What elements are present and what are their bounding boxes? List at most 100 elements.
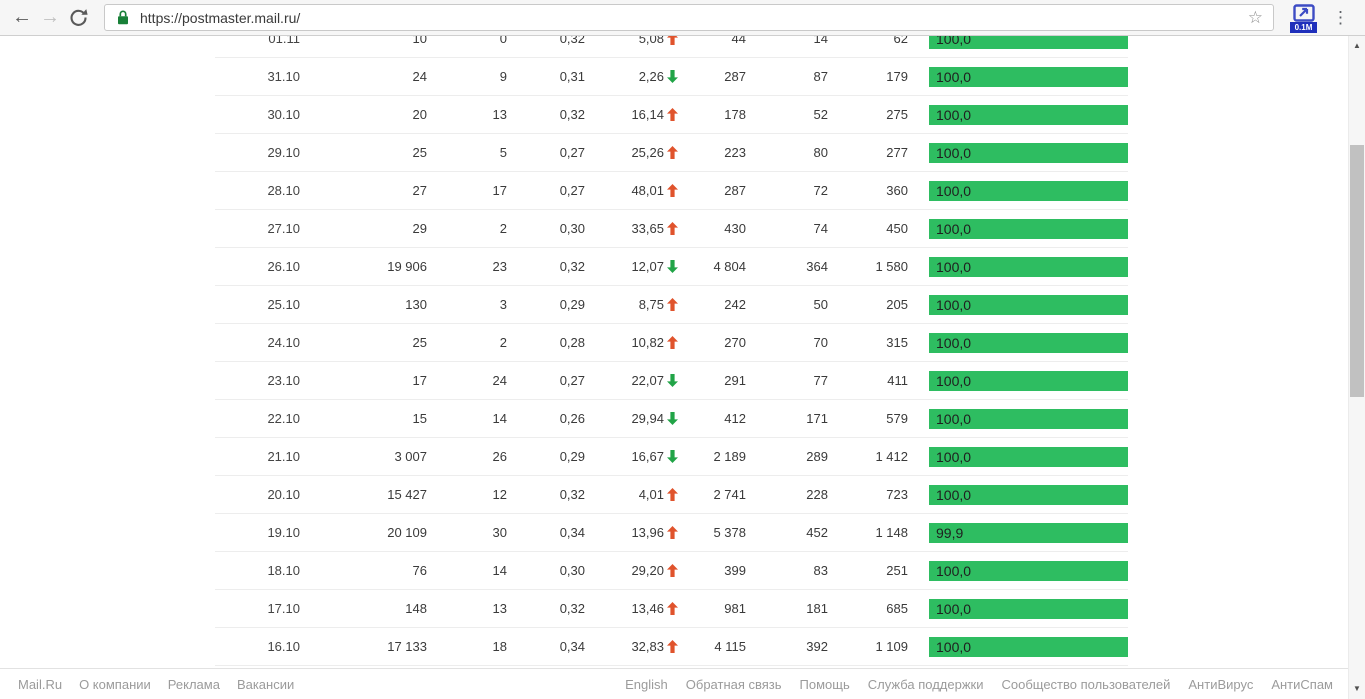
https-lock-icon[interactable] <box>117 10 129 25</box>
back-icon[interactable]: ← <box>12 6 32 28</box>
value-cell: 430 <box>724 221 746 236</box>
reload-icon[interactable] <box>64 4 92 32</box>
delivery-bar: 100,0 <box>929 446 1128 467</box>
trend-up-icon <box>667 336 678 349</box>
value-cell: 3 <box>499 297 507 312</box>
value-cell: 171 <box>806 411 828 426</box>
value-cell: 0,34 <box>559 639 585 654</box>
value-cell: 0,32 <box>559 259 585 274</box>
trend-value: 16,14 <box>631 107 664 122</box>
trend-value: 32,83 <box>631 639 664 654</box>
bookmark-star-icon[interactable]: ☆ <box>1247 7 1263 27</box>
trend-up-icon <box>667 184 678 197</box>
delivery-bar-cell: 100,0 <box>908 104 1128 125</box>
trend-cell: 29,20 <box>585 563 678 578</box>
value-cell: 0,32 <box>559 107 585 122</box>
value-cell: 364 <box>806 259 828 274</box>
value-cell: 17 133 <box>387 639 427 654</box>
value-cell: 1 580 <box>875 259 908 274</box>
value-cell: 23 <box>492 259 507 274</box>
trend-up-icon <box>667 298 678 311</box>
footer-link[interactable]: English <box>625 676 668 692</box>
value-cell: 20 109 <box>387 525 427 540</box>
delivery-bar: 100,0 <box>929 598 1128 619</box>
value-cell: 24 <box>492 373 507 388</box>
value-cell: 87 <box>813 69 828 84</box>
chrome-menu-icon[interactable]: ⋮ <box>1332 7 1349 27</box>
url-text[interactable]: https://postmaster.mail.ru/ <box>140 9 301 26</box>
footer-link[interactable]: Помощь <box>799 676 850 692</box>
footer-link[interactable]: Служба поддержки <box>867 676 984 692</box>
value-cell: 15 427 <box>387 487 427 502</box>
value-cell: 205 <box>886 297 908 312</box>
footer-link[interactable]: АнтиВирус <box>1188 676 1254 692</box>
value-cell: 19 906 <box>387 259 427 274</box>
footer-link[interactable]: Сообщество пользователей <box>1001 676 1171 692</box>
table-row: 18.10 76 14 0,30 29,20 399 83 251 100,0 <box>215 552 1128 590</box>
table-row: 29.10 25 5 0,27 25,26 223 80 277 100,0 <box>215 134 1128 172</box>
trend-cell: 10,82 <box>585 335 678 350</box>
table-row: 31.10 24 9 0,31 2,26 287 87 179 100,0 <box>215 58 1128 96</box>
scroll-down-icon[interactable]: ▼ <box>1353 684 1361 693</box>
trend-cell: 29,94 <box>585 411 678 426</box>
trend-up-icon <box>667 108 678 121</box>
table-row: 17.10 148 13 0,32 13,46 981 181 685 100,0 <box>215 590 1128 628</box>
table-row: 24.10 25 2 0,28 10,82 270 70 315 100,0 <box>215 324 1128 362</box>
trend-cell: 12,07 <box>585 259 678 274</box>
rank-extension-icon[interactable]: 0.1M <box>1290 3 1318 33</box>
value-cell: 26 <box>492 449 507 464</box>
value-cell: 981 <box>724 601 746 616</box>
trend-cell: 2,26 <box>585 69 678 84</box>
value-cell: 24 <box>412 69 427 84</box>
scrollbar-thumb[interactable] <box>1350 145 1364 397</box>
delivery-bar-label: 100,0 <box>936 334 972 351</box>
table-row: 19.10 20 109 30 0,34 13,96 5 378 452 1 148 99,9 <box>215 514 1128 552</box>
value-cell: 62 <box>893 36 908 46</box>
trend-cell: 13,46 <box>585 601 678 616</box>
table-row: 22.10 15 14 0,26 29,94 412 171 579 100,0 <box>215 400 1128 438</box>
table-row: 21.10 3 007 26 0,29 16,67 2 189 289 1 412 100,0 <box>215 438 1128 476</box>
scroll-up-icon[interactable]: ▲ <box>1353 41 1361 50</box>
value-cell: 17 <box>492 183 507 198</box>
value-cell: 289 <box>806 449 828 464</box>
footer-link[interactable]: Обратная связь <box>685 676 782 692</box>
value-cell: 25 <box>412 145 427 160</box>
trend-value: 5,08 <box>638 36 664 46</box>
trend-cell: 4,01 <box>585 487 678 502</box>
footer-link[interactable]: Вакансии <box>236 676 295 692</box>
value-cell: 9 <box>499 69 507 84</box>
delivery-bar-label: 100,0 <box>936 144 972 161</box>
value-cell: 0,32 <box>559 487 585 502</box>
delivery-bar: 100,0 <box>929 256 1128 277</box>
date-cell: 24.10 <box>267 335 300 350</box>
table-row: 26.10 19 906 23 0,32 12,07 4 804 364 1 580 100,0 <box>215 248 1128 286</box>
delivery-bar-cell: 100,0 <box>908 560 1128 581</box>
delivery-bar-label: 100,0 <box>936 448 972 465</box>
delivery-bar: 100,0 <box>929 332 1128 353</box>
value-cell: 723 <box>886 487 908 502</box>
delivery-bar-label: 100,0 <box>936 600 972 617</box>
trend-up-icon <box>667 602 678 615</box>
delivery-bar-cell: 100,0 <box>908 256 1128 277</box>
footer-link[interactable]: Mail.Ru <box>18 676 63 692</box>
delivery-bar: 100,0 <box>929 218 1128 239</box>
value-cell: 14 <box>813 36 828 46</box>
date-cell: 19.10 <box>267 525 300 540</box>
scrollbar[interactable]: ▲ ▼ <box>1348 36 1365 699</box>
footer-links-left: Mail.Ru О компании Реклама Вакансии <box>18 677 311 692</box>
trend-value: 13,46 <box>631 601 664 616</box>
footer-link[interactable]: О компании <box>79 676 151 692</box>
value-cell: 228 <box>806 487 828 502</box>
value-cell: 0,29 <box>559 449 585 464</box>
trend-value: 13,96 <box>631 525 664 540</box>
delivery-bar-label: 100,0 <box>936 220 972 237</box>
delivery-bar: 100,0 <box>929 180 1128 201</box>
trend-up-icon <box>667 146 678 159</box>
table-row: 16.10 17 133 18 0,34 32,83 4 115 392 1 109 100,0 <box>215 628 1128 666</box>
value-cell: 44 <box>731 36 746 46</box>
address-bar[interactable]: https://postmaster.mail.ru/ ☆ <box>104 4 1274 31</box>
footer-link[interactable]: Реклама <box>167 676 220 692</box>
trend-value: 2,26 <box>638 69 664 84</box>
trend-down-icon <box>667 374 678 387</box>
footer-link[interactable]: АнтиСпам <box>1271 676 1333 692</box>
